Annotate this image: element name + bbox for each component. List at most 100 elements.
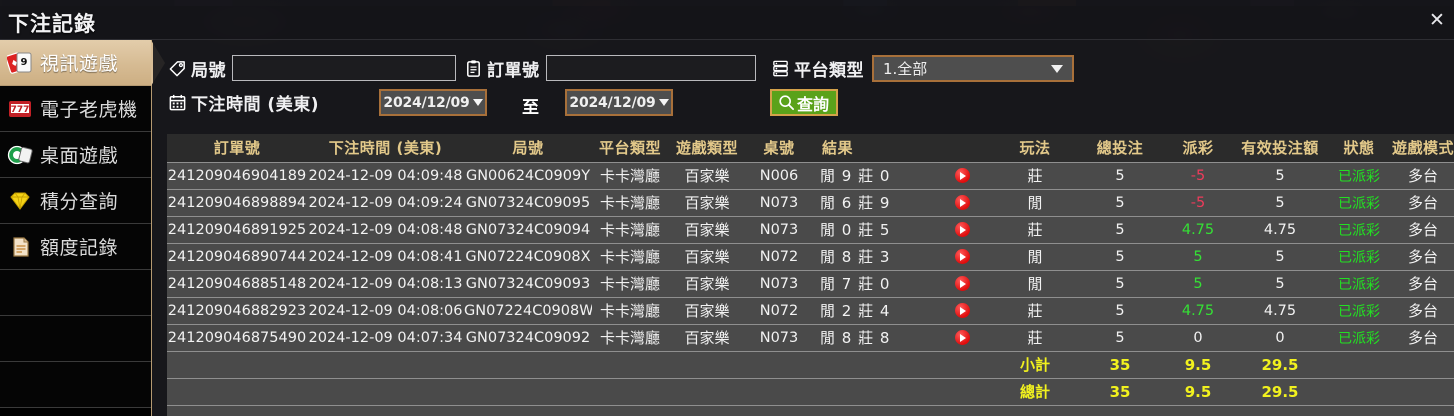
result-cell-inner: 閒 2 莊 4	[812, 300, 992, 321]
cell-play: 莊	[992, 324, 1078, 352]
result-cell-inner: 閒 9 莊 0	[812, 165, 992, 186]
col-round-no[interactable]: 局號	[464, 134, 592, 163]
col-game-mode[interactable]: 遊戲模式	[1392, 134, 1454, 163]
col-game-type[interactable]: 遊戲類型	[668, 134, 746, 163]
cell-game-mode: 多台	[1392, 243, 1454, 271]
play-replay-icon[interactable]	[955, 303, 970, 318]
col-valid-bet[interactable]: 有效投注額	[1234, 134, 1326, 163]
col-platform[interactable]: 平台類型	[592, 134, 668, 163]
cell-status: 已派彩	[1326, 189, 1392, 217]
cell-game-mode: 多台	[1392, 270, 1454, 298]
cell-table-no	[746, 351, 812, 379]
result-cell-inner: 閒 6 莊 9	[812, 192, 992, 213]
play-replay-icon[interactable]	[955, 195, 970, 210]
sidebar-item-points-query[interactable]: 積分查詢	[0, 178, 151, 224]
table-row[interactable]: 241209046898894 2024-12-09 04:09:24 GN0732…	[167, 189, 1454, 217]
table-blank-row	[167, 405, 1454, 416]
table-row[interactable]: 241209046904189 2024-12-09 04:09:48 GN0062…	[167, 162, 1454, 190]
close-icon[interactable]: ✕	[1429, 9, 1445, 31]
table-row[interactable]: 241209046885148 2024-12-09 04:08:13 GN0732…	[167, 270, 1454, 298]
col-play[interactable]: 玩法	[992, 134, 1078, 163]
search-icon	[777, 93, 795, 113]
cell-game-mode: 多台	[1392, 162, 1454, 190]
cell-table-no: N073	[746, 216, 812, 244]
cell-bet-time: 2024-12-09 04:08:06	[307, 297, 464, 325]
cell-order-no	[167, 351, 307, 379]
col-table-no[interactable]: 桌號	[746, 134, 812, 163]
chevron-down-icon	[472, 99, 483, 106]
col-payout[interactable]: 派彩	[1162, 134, 1234, 163]
col-result[interactable]: 結果	[812, 134, 992, 163]
cell-round-no: GN00624C0909Y	[464, 162, 592, 190]
chevron-down-icon	[1051, 64, 1063, 73]
cell-round-no: GN07224C0908X	[464, 243, 592, 271]
svg-text:777: 777	[11, 105, 30, 115]
bet-time-label: 下注時間 (美東)	[191, 95, 319, 115]
calendar-icon	[167, 93, 187, 113]
cell-valid-bet: 4.75	[1234, 297, 1326, 325]
round-no-input[interactable]	[232, 55, 456, 81]
chevron-down-icon	[658, 99, 669, 106]
result-text: 閒 2 莊 4	[820, 302, 891, 320]
col-order-no[interactable]: 訂單號	[167, 134, 307, 163]
table-row[interactable]: 241209046875490 2024-12-09 04:07:34 GN0732…	[167, 324, 1454, 352]
cell-valid-bet: 5	[1234, 189, 1326, 217]
col-bet-time[interactable]: 下注時間 (美東)	[307, 134, 464, 163]
col-total-bet[interactable]: 總投注	[1078, 134, 1162, 163]
play-replay-icon[interactable]	[955, 222, 970, 237]
play-replay-icon[interactable]	[955, 168, 970, 183]
bet-record-table-wrapper: 訂單號 下注時間 (美東) 局號 平台類型 遊戲類型 桌號 結果 玩法 總投注 …	[167, 134, 1454, 416]
cell-payout: -5	[1162, 189, 1234, 217]
diamond-icon	[6, 187, 34, 215]
order-no-input[interactable]	[545, 55, 756, 81]
cell-result	[812, 351, 992, 379]
table-header-row: 訂單號 下注時間 (美東) 局號 平台類型 遊戲類型 桌號 結果 玩法 總投注 …	[167, 134, 1454, 163]
cell-status: 已派彩	[1326, 243, 1392, 271]
cell-table-no: N072	[746, 297, 812, 325]
svg-text:9: 9	[21, 57, 28, 68]
table-row[interactable]: 241209046891925 2024-12-09 04:08:48 GN0732…	[167, 216, 1454, 244]
date-from-picker[interactable]: 2024/12/09	[379, 89, 487, 116]
col-status[interactable]: 狀態	[1326, 134, 1392, 163]
cell-order-no: 241209046882923	[167, 297, 307, 325]
cell-round-no: GN07324C09092	[464, 324, 592, 352]
cell-total-bet: 5	[1078, 324, 1162, 352]
summary-payout: 9.5	[1162, 351, 1234, 379]
cell-blank	[746, 405, 812, 416]
cell-bet-time: 2024-12-09 04:09:24	[307, 189, 464, 217]
cell-order-no: 241209046890744	[167, 243, 307, 271]
cell-blank	[592, 405, 668, 416]
cell-round-no: GN07324C09093	[464, 270, 592, 298]
date-to-picker[interactable]: 2024/12/09	[565, 89, 673, 116]
table-row[interactable]: 241209046882923 2024-12-09 04:08:06 GN0722…	[167, 297, 1454, 325]
cell-round-no: GN07324C09095	[464, 189, 592, 217]
cell-total-bet: 5	[1078, 189, 1162, 217]
sidebar-item-table-games[interactable]: 桌面遊戲	[0, 132, 151, 178]
cell-result: 閒 2 莊 4	[812, 297, 992, 325]
cell-result: 閒 9 莊 0	[812, 162, 992, 190]
platform-type-field-group: 平台類型 1.全部	[770, 55, 1074, 82]
cell-blank	[668, 405, 746, 416]
round-no-field-group: 局號	[167, 55, 456, 81]
summary-valid-bet: 29.5	[1234, 351, 1326, 379]
result-cell-inner: 閒 7 莊 0	[812, 273, 992, 294]
cell-payout: 4.75	[1162, 297, 1234, 325]
cell-play: 莊	[992, 216, 1078, 244]
sidebar-item-credit-record[interactable]: 額度記錄	[0, 224, 151, 270]
cell-game-type: 百家樂	[668, 189, 746, 217]
sidebar-item-slot-machine[interactable]: 777 電子老虎機	[0, 86, 151, 132]
search-button[interactable]: 查詢	[770, 89, 839, 116]
sidebar-item-video-games[interactable]: 9 視訊遊戲	[0, 40, 165, 86]
order-no-label: 訂單號	[487, 60, 540, 81]
result-cell-inner: 閒 0 莊 5	[812, 219, 992, 240]
sidebar-filler	[0, 362, 151, 408]
play-replay-icon[interactable]	[955, 330, 970, 345]
play-replay-icon[interactable]	[955, 249, 970, 264]
table-games-icon	[6, 141, 34, 169]
platform-type-select[interactable]: 1.全部	[872, 55, 1074, 82]
table-row[interactable]: 241209046890744 2024-12-09 04:08:41 GN0722…	[167, 243, 1454, 271]
cell-game-type: 百家樂	[668, 297, 746, 325]
play-replay-icon[interactable]	[955, 276, 970, 291]
date-to-value: 2024/12/09	[569, 94, 656, 111]
cell-platform	[592, 378, 668, 406]
